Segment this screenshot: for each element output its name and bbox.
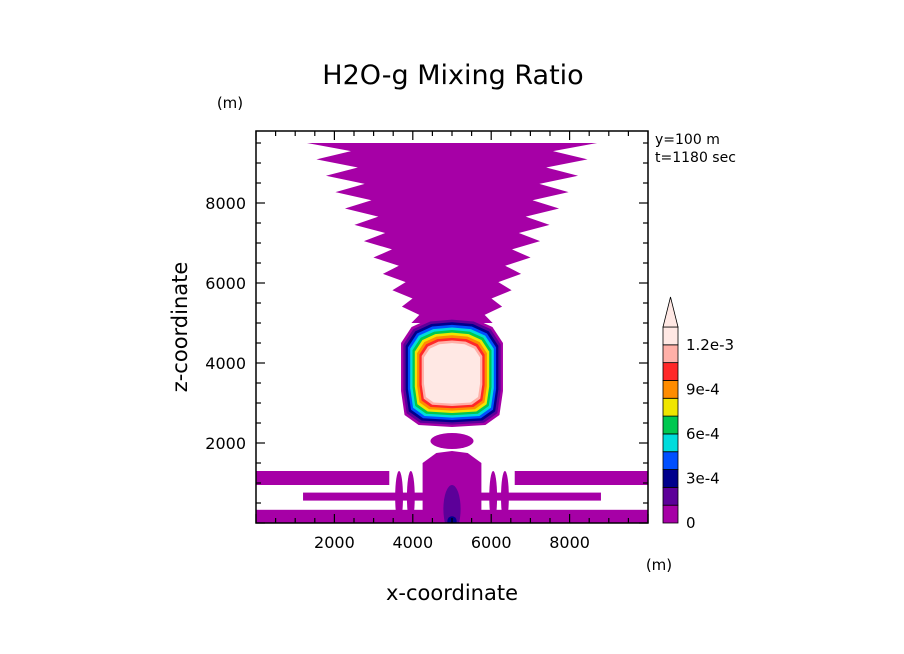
- y-axis-label: z-coordinate: [168, 262, 192, 393]
- ground-column: [406, 471, 415, 523]
- y-tick-label: 4000: [205, 354, 246, 373]
- chart-title: H2O-g Mixing Ratio: [322, 60, 583, 91]
- y-tick-label: 8000: [205, 194, 246, 213]
- y-tick-label: 6000: [205, 274, 246, 293]
- colorbar-label: 9e-4: [686, 380, 720, 398]
- plot-area: [256, 143, 648, 523]
- colorbar-segment: [662, 504, 679, 524]
- axes: 2000 4000 6000 8000 2000 4000 6000 8000: [205, 131, 649, 552]
- ground-band: [514, 471, 648, 485]
- annotation-y: y=100 m: [655, 132, 720, 148]
- annotation-time: t=1180 sec: [655, 150, 736, 166]
- colorbar-segment: [662, 380, 679, 399]
- x-tick-label: 8000: [549, 533, 590, 552]
- x-tick-label: 2000: [314, 533, 355, 552]
- colorbar-segment: [662, 433, 679, 453]
- x-tick-label: 6000: [471, 533, 512, 552]
- ground-column: [395, 471, 403, 523]
- colorbar-segment: [662, 344, 679, 364]
- x-axis-label: x-coordinate: [386, 581, 518, 605]
- colorbar: 0 3e-4 6e-4 9e-4 1.2e-3: [662, 296, 734, 532]
- colorbar-segment: [662, 362, 679, 381]
- colorbar-label: 6e-4: [686, 425, 720, 443]
- colorbar-segment: [662, 326, 679, 346]
- colorbar-segment: [662, 469, 679, 488]
- plume-contour-band: [423, 343, 481, 404]
- plume-blob: [430, 433, 474, 449]
- colorbar-segment: [662, 397, 679, 417]
- y-unit-label: (m): [217, 94, 243, 112]
- colorbar-label: 0: [686, 514, 696, 532]
- x-unit-label: (m): [646, 556, 672, 574]
- ground-column: [489, 471, 498, 523]
- x-tick-label: 4000: [392, 533, 433, 552]
- colorbar-extend-arrow: [662, 296, 679, 328]
- colorbar-segment: [662, 415, 679, 435]
- colorbar-label: 3e-4: [686, 469, 720, 487]
- y-tick-label: 2000: [205, 434, 246, 453]
- colorbar-label: 1.2e-3: [686, 336, 734, 354]
- ground-column: [501, 471, 509, 523]
- ground-band: [256, 471, 390, 485]
- ground-core: [443, 485, 461, 523]
- colorbar-segment: [662, 486, 679, 506]
- plume-upper-envelope: [306, 143, 598, 323]
- colorbar-segment: [662, 451, 679, 470]
